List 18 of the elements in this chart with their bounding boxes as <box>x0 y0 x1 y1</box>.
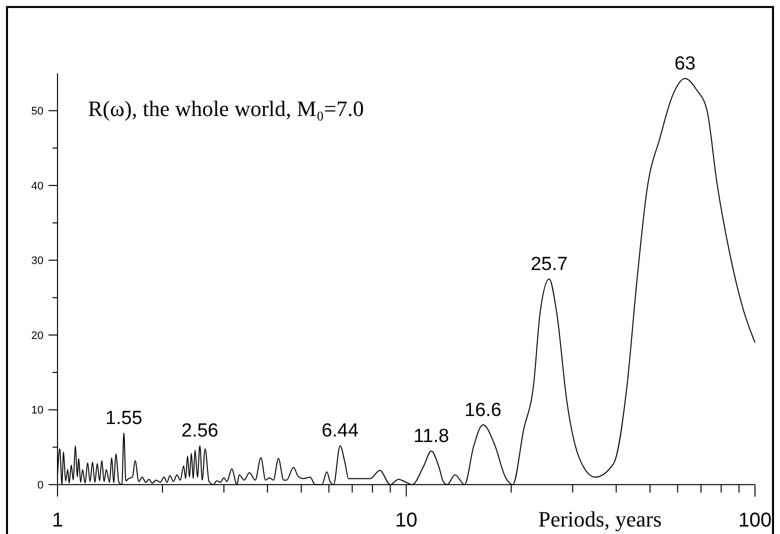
annotation: 16.6 <box>464 400 502 421</box>
y-tick-label: 10 <box>31 404 44 417</box>
y-tick-label: 20 <box>31 330 44 342</box>
annotation: 2.56 <box>181 420 218 442</box>
x-axis-title: Periods, years <box>538 506 662 532</box>
x-tick-label: 100 <box>738 510 772 532</box>
annotation: 1.55 <box>105 408 142 429</box>
annotation: 63 <box>674 54 696 75</box>
y-tick-label: 0 <box>37 479 44 492</box>
x-tick-label: 1 <box>52 510 64 532</box>
annotation: 6.44 <box>322 420 359 442</box>
y-tick-label: 40 <box>31 180 44 192</box>
x-tick-label: 10 <box>395 510 418 532</box>
text: R(ω), the whole world, M₀=7.0 <box>88 96 364 121</box>
y-tick-label: 50 <box>31 106 44 118</box>
annotation: 11.8 <box>414 426 450 447</box>
annotation: 25.7 <box>530 254 568 275</box>
y-tick-label: 30 <box>31 255 44 268</box>
